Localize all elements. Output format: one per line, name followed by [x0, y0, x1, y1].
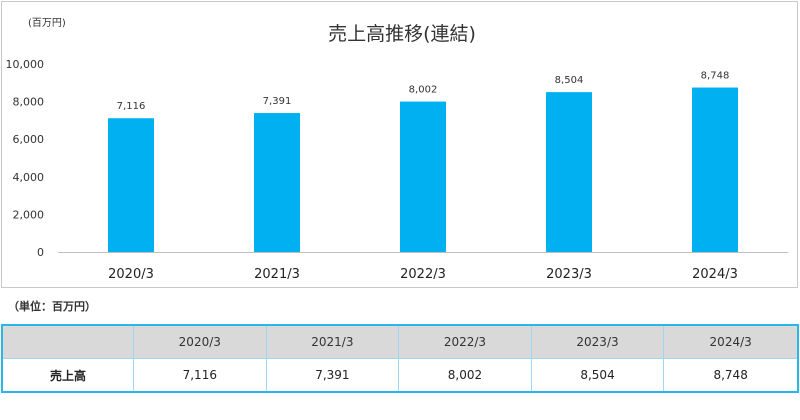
data-label: 7,391	[263, 96, 292, 107]
table-cell: 8,002	[398, 358, 532, 393]
table-unit-note: （単位：百万円）	[8, 300, 96, 313]
axis-group: 0 2,000 4,000 6,000 8,000 10,000 2020/3 2021/3 2…	[6, 58, 788, 282]
y-tick-label: 8,000	[13, 96, 45, 109]
chart-title: 売上高推移(連結)	[328, 23, 476, 45]
bars-group: 7,116 7,391 8,002 8,504 8,748	[108, 71, 738, 253]
bar	[108, 118, 154, 252]
y-tick-label: 2,000	[13, 208, 45, 221]
y-tick-label: 6,000	[13, 133, 45, 146]
table-header-row: 2020/3 2021/3 2022/3 2023/3 2024/3	[1, 324, 799, 359]
data-label: 8,002	[409, 85, 438, 96]
data-label: 7,116	[117, 101, 146, 112]
sales-chart: (百万円) 売上高推移(連結) 0 2,000 4,000 6,000 8,000 10,…	[1, 1, 798, 288]
table-header-cell: 2024/3	[663, 324, 799, 359]
x-tick-label: 2023/3	[546, 267, 592, 282]
y-tick-label: 10,000	[6, 58, 45, 71]
table-row-label: 売上高	[1, 358, 134, 393]
x-tick-label: 2021/3	[254, 267, 300, 282]
y-unit-label: (百万円)	[28, 17, 66, 29]
table-cell: 8,504	[530, 358, 665, 393]
table-cell: 7,116	[133, 358, 267, 393]
bar	[254, 113, 300, 253]
x-tick-label: 2022/3	[400, 267, 446, 282]
sales-bar-chart-svg: (百万円) 売上高推移(連結) 0 2,000 4,000 6,000 8,000 10,…	[6, 17, 788, 282]
sales-table: 2020/3 2021/3 2022/3 2023/3 2024/3 売上高 7…	[1, 324, 799, 393]
y-tick-label: 4,000	[13, 171, 45, 184]
table-cell: 7,391	[265, 358, 400, 393]
x-tick-label: 2024/3	[692, 267, 738, 282]
y-tick-label: 0	[37, 246, 44, 259]
table-header-cell: 2023/3	[530, 324, 665, 359]
table-header-cell: 2020/3	[133, 324, 267, 359]
bar	[400, 101, 446, 252]
x-tick-label: 2020/3	[108, 267, 154, 282]
bar	[546, 92, 592, 252]
table-header-cell: 2021/3	[265, 324, 400, 359]
bar	[692, 87, 738, 252]
table-cell: 8,748	[663, 358, 799, 393]
table-header-cell: 2022/3	[398, 324, 532, 359]
table-row: 売上高 7,116 7,391 8,002 8,504 8,748	[1, 358, 799, 393]
table-header-corner	[1, 324, 134, 359]
data-label: 8,504	[555, 75, 584, 86]
data-label: 8,748	[701, 71, 730, 82]
